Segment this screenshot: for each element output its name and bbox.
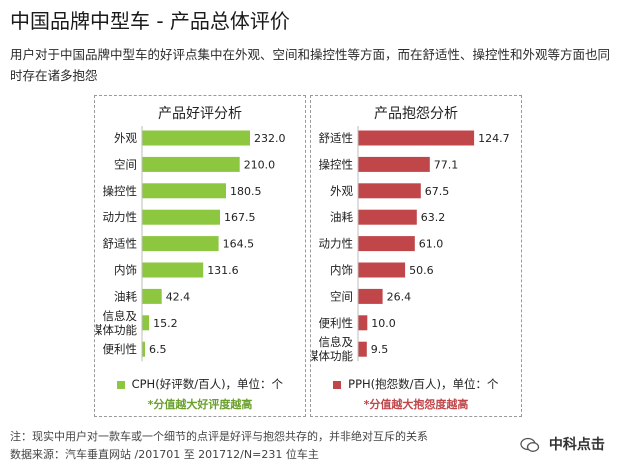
category-label-1-4: 动力性: [319, 237, 354, 251]
complaint-chart-title: 产品抱怨分析: [374, 106, 458, 122]
value-label-1-7: 10.0: [371, 317, 396, 330]
page-subtitle: 用户对于中国品牌中型车的好评点集中在外观、空间和操控性等方面，而在舒适性、操控性…: [10, 47, 611, 83]
value-label-0-6: 42.4: [166, 290, 191, 303]
category-label-0-0: 外观: [114, 131, 137, 145]
value-label-0-4: 164.5: [223, 238, 255, 251]
bar-0-4: [142, 236, 219, 252]
bar-1-7: [358, 315, 368, 331]
bar-0-7: [142, 315, 150, 331]
value-label-1-3: 63.2: [421, 211, 446, 224]
value-label-0-0: 232.0: [254, 132, 286, 145]
category-label-0-8: 便利性: [103, 342, 138, 356]
positive-legend-swatch: [116, 380, 125, 389]
bar-0-0: [142, 130, 250, 146]
value-label-1-8: 9.5: [371, 343, 389, 356]
value-label-0-5: 131.6: [207, 264, 239, 277]
complaint-legend-label: PPH(抱怨数/百人)，单位：个: [348, 377, 499, 391]
complaint-legend: PPH(抱怨数/百人)，单位：个: [311, 376, 521, 392]
complaint-panel: 产品抱怨分析 124.7 舒适性 77.1 操控性 67.5 外观 63.2 油耗 61.0 动力…: [310, 95, 522, 417]
positive-legend-note: *分值越大好评度越高: [147, 398, 253, 411]
positive-legend-label: CPH(好评数/百人)，单位：个: [131, 377, 284, 391]
value-label-1-4: 61.0: [419, 238, 444, 251]
category-label-1-1: 操控性: [319, 157, 354, 171]
data-source: 数据来源：汽车垂直网站 /201701 至 201712/N=231 位车主: [10, 448, 319, 461]
page-title: 中国品牌中型车 - 产品总体评价: [10, 9, 290, 33]
bar-0-5: [142, 262, 204, 278]
bar-1-1: [358, 156, 430, 172]
positive-legend: CPH(好评数/百人)，单位：个: [95, 376, 305, 392]
bar-1-8: [358, 341, 367, 357]
value-label-0-7: 15.2: [153, 317, 178, 330]
complaint-chart: 124.7 舒适性 77.1 操控性 67.5 外观 63.2 油耗 61.0 动力性 50.6 内饰…: [311, 126, 510, 363]
value-label-1-5: 50.6: [409, 264, 434, 277]
category-label-0-4: 舒适性: [103, 237, 138, 251]
category-label-0-7: 信息及多媒体功能: [95, 309, 137, 337]
bar-1-3: [358, 209, 417, 225]
value-label-0-2: 180.5: [230, 185, 262, 198]
value-label-1-1: 77.1: [434, 158, 459, 171]
bar-0-3: [142, 209, 220, 225]
bar-0-1: [142, 156, 240, 172]
footnote: 注：现实中用户对一款车或一个细节的点评是好评与抱怨共存的，并非绝对互斥的关系: [10, 430, 428, 443]
category-label-1-0: 舒适性: [319, 131, 354, 145]
category-label-1-3: 油耗: [330, 210, 353, 224]
positive-review-chart: 232.0 外观 210.0 空间 180.5 操控性 167.5 动力性 164.5 舒适性 13…: [95, 126, 286, 362]
value-label-1-0: 124.7: [478, 132, 510, 145]
category-label-0-2: 操控性: [103, 184, 138, 198]
category-label-0-6: 油耗: [114, 289, 137, 303]
complaint-legend-swatch: [333, 380, 342, 389]
bar-0-6: [142, 288, 162, 304]
value-label-0-1: 210.0: [244, 158, 276, 171]
category-label-1-2: 外观: [330, 184, 353, 198]
positive-chart-title: 产品好评分析: [158, 106, 242, 122]
category-label-1-7: 便利性: [319, 316, 354, 330]
bar-0-8: [142, 341, 145, 357]
bar-1-4: [358, 236, 415, 252]
category-label-1-5: 内饰: [330, 263, 353, 277]
category-label-1-6: 空间: [330, 289, 353, 303]
positive-review-panel: 产品好评分析 232.0 外观 210.0 空间 180.5 操控性 167.5 动力性 164…: [94, 95, 306, 417]
value-label-1-6: 26.4: [387, 290, 412, 303]
value-label-0-8: 6.5: [149, 343, 167, 356]
category-label-0-5: 内饰: [114, 263, 137, 277]
category-label-1-8: 信息及多媒体功能: [311, 335, 353, 363]
bar-1-0: [358, 130, 475, 146]
brand-name: 中科点击: [548, 437, 605, 453]
category-label-0-1: 空间: [114, 157, 137, 171]
bar-0-2: [142, 183, 226, 199]
bar-1-2: [358, 183, 421, 199]
value-label-0-3: 167.5: [224, 211, 256, 224]
complaint-legend-note: *分值越大抱怨度越高: [363, 398, 469, 411]
bar-1-5: [358, 262, 406, 278]
bar-1-6: [358, 288, 383, 304]
value-label-1-2: 67.5: [425, 185, 450, 198]
brand-watermark: 中科点击: [520, 434, 605, 454]
category-label-0-3: 动力性: [103, 210, 138, 224]
wechat-icon: [520, 437, 540, 452]
